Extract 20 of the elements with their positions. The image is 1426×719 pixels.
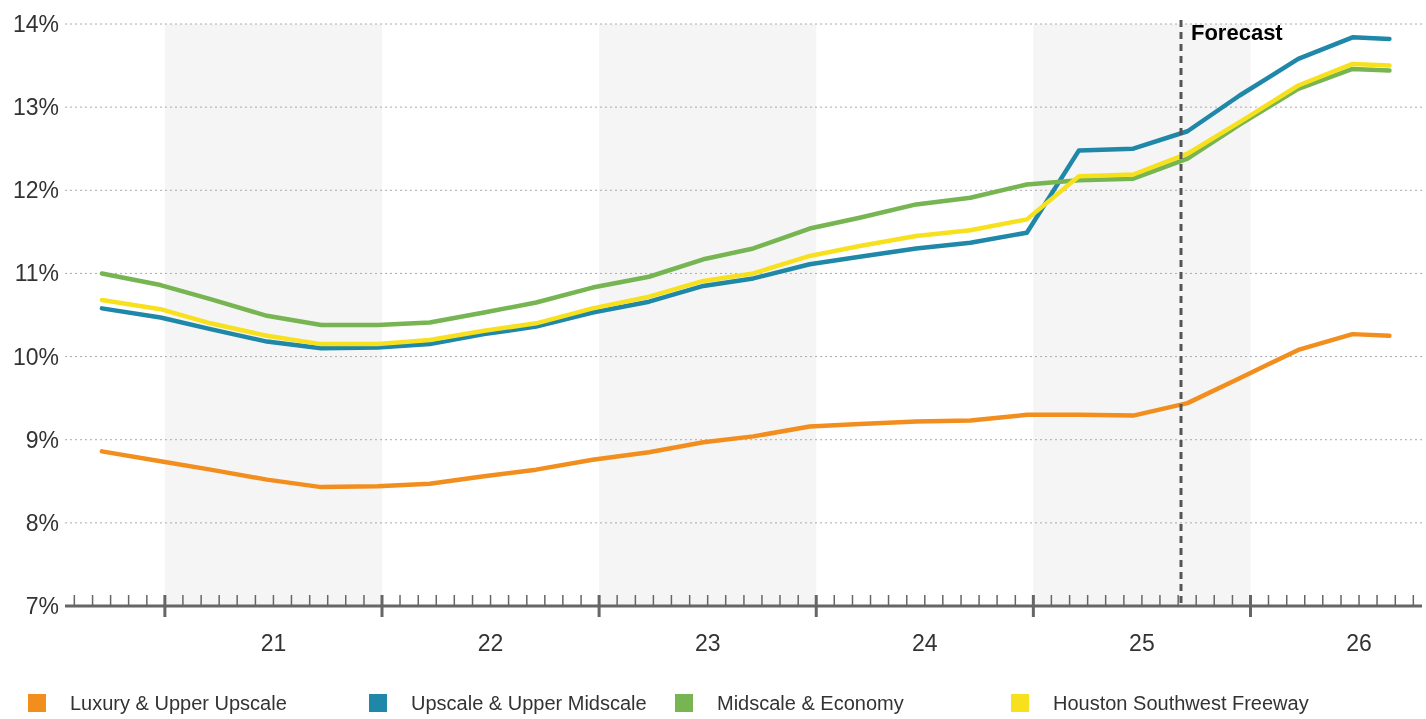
y-tick-label: 11% [14,260,59,287]
y-tick-label: 9% [25,426,59,453]
legend-label: Midscale & Economy [717,692,904,714]
y-tick-label: 7% [25,593,59,620]
y-tick-label: 13% [12,94,59,121]
x-tick-label: 26 [1346,630,1372,656]
y-tick-label: 12% [12,177,59,204]
legend-label: Upscale & Upper Midscale [411,692,647,714]
y-tick-label: 8% [25,509,59,536]
y-tick-label: 10% [12,343,59,370]
x-tick-label: 25 [1129,630,1155,656]
x-tick-label: 24 [912,630,938,656]
legend-label: Luxury & Upper Upscale [70,692,287,714]
ref-line-label: Forecast [1191,20,1284,45]
x-tick-label: 22 [477,630,504,656]
line-series [99,331,1392,490]
x-tick-label: 23 [694,630,721,656]
x-tick-label: 21 [260,630,287,656]
y-tick-label: 14% [12,11,59,38]
legend-label: Houston Southwest Freeway [1053,692,1309,714]
